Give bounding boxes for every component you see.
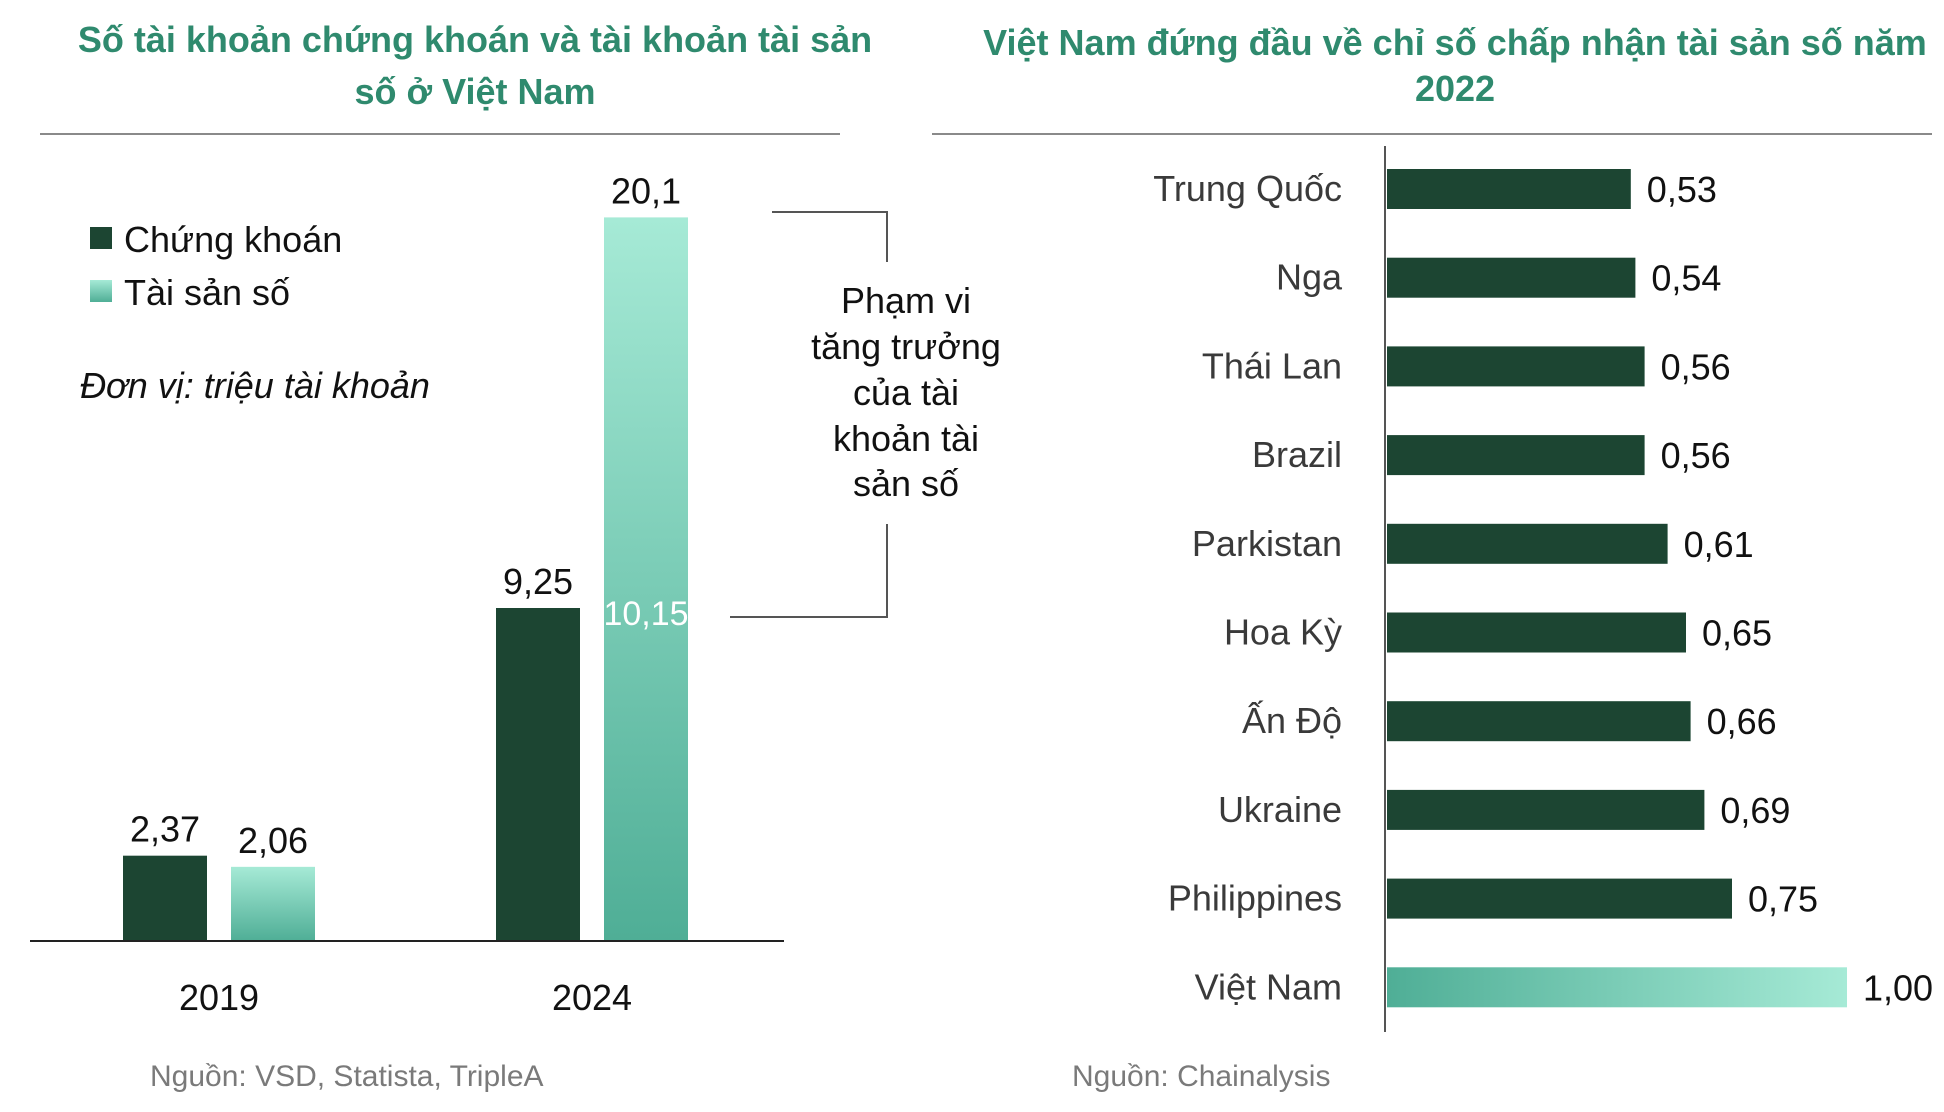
legend-label-tai-san-so: Tài sản số xyxy=(124,272,290,313)
value-label-tai-san-so-2024: 20,1 xyxy=(611,170,681,211)
annotation-line-5: sản số xyxy=(853,463,959,504)
bar-tai-san-so-2024 xyxy=(604,217,688,941)
value-label-chung-khoan-2024: 9,25 xyxy=(503,561,573,602)
bar-chung-khoan-2024 xyxy=(496,608,580,941)
legend-swatch-tai-san-so xyxy=(90,280,112,302)
hbar-value-hoa-ky: 0,65 xyxy=(1702,613,1772,654)
category-label-an-do: Ấn Độ xyxy=(1242,700,1342,741)
right-title-line-2: 2022 xyxy=(1415,68,1495,109)
hbar-value-viet-nam: 1,00 xyxy=(1863,967,1933,1008)
hbar-ukraine xyxy=(1387,789,1705,830)
category-label-brazil: Brazil xyxy=(1252,434,1342,475)
hbar-value-thai-lan: 0,56 xyxy=(1661,346,1731,387)
hbar-viet-nam xyxy=(1387,967,1847,1008)
legend: Chứng khoán Tài sản số xyxy=(90,219,342,313)
hbar-value-parkistan: 0,61 xyxy=(1684,524,1754,565)
category-label-hoa-ky: Hoa Kỳ xyxy=(1224,612,1342,653)
left-title-line-2: số ở Việt Nam xyxy=(354,71,595,112)
hbar-hoa-ky xyxy=(1387,612,1686,653)
legend-swatch-chung-khoan xyxy=(90,227,112,249)
right-title-line-1: Việt Nam đứng đầu về chỉ số chấp nhận tà… xyxy=(983,22,1927,63)
growth-bracket: Phạm vi tăng trưởng của tài khoản tài sả… xyxy=(730,211,1001,618)
unit-label: Đơn vị: triệu tài khoản xyxy=(80,365,430,406)
bar-chung-khoan-2019 xyxy=(123,855,207,941)
left-title-line-1: Số tài khoản chứng khoán và tài khoản tà… xyxy=(78,19,872,60)
bracket-bottom xyxy=(730,524,888,618)
annotation-line-3: của tài xyxy=(853,372,959,413)
annotation-line-1: Phạm vi xyxy=(841,280,971,321)
legend-label-chung-khoan: Chứng khoán xyxy=(124,219,342,260)
value-label-tai-san-so-2019: 2,06 xyxy=(238,820,308,861)
hbar-parkistan xyxy=(1387,523,1668,564)
hbar-philippines xyxy=(1387,878,1732,919)
category-label-nga: Nga xyxy=(1276,257,1343,298)
category-label-viet-nam: Việt Nam xyxy=(1195,966,1342,1007)
x-category-2024: 2024 xyxy=(552,977,632,1018)
annotation-line-4: khoản tài xyxy=(833,418,979,459)
hbar-value-philippines: 0,75 xyxy=(1748,879,1818,920)
bracket-top xyxy=(772,211,888,262)
hbar-value-trung-quoc: 0,53 xyxy=(1647,169,1717,210)
hbar-an-do xyxy=(1387,701,1691,742)
bar-inner-label: 10,15 xyxy=(603,595,688,633)
right-bars: Trung Quốc 0,53 Nga 0,54 Thái Lan 0,56 Brazil 0… xyxy=(1153,168,1933,1008)
annotation-line-2: tăng trưởng xyxy=(811,326,1001,367)
bar-tai-san-so-2019 xyxy=(231,866,315,941)
hbar-value-an-do: 0,66 xyxy=(1707,701,1777,742)
hbar-trung-quoc xyxy=(1387,169,1631,209)
hbar-value-brazil: 0,56 xyxy=(1661,435,1731,476)
category-label-philippines: Philippines xyxy=(1168,878,1342,919)
left-panel: Số tài khoản chứng khoán và tài khoản tà… xyxy=(30,19,1001,1093)
right-source: Nguồn: Chainalysis xyxy=(1072,1060,1330,1093)
category-label-parkistan: Parkistan xyxy=(1192,523,1342,564)
category-label-ukraine: Ukraine xyxy=(1218,789,1342,830)
hbar-value-ukraine: 0,69 xyxy=(1720,790,1790,831)
hbar-nga xyxy=(1387,257,1636,298)
hbar-brazil xyxy=(1387,435,1645,476)
right-panel: Việt Nam đứng đầu về chỉ số chấp nhận tà… xyxy=(932,22,1933,1093)
hbar-thai-lan xyxy=(1387,346,1645,387)
category-label-trung-quoc: Trung Quốc xyxy=(1153,168,1342,209)
x-category-2019: 2019 xyxy=(179,977,259,1018)
category-label-thai-lan: Thái Lan xyxy=(1202,345,1342,386)
value-label-chung-khoan-2019: 2,37 xyxy=(130,809,200,850)
left-bars: 2,37 2,06 9,25 20,1 10,15 xyxy=(123,170,689,941)
left-source: Nguồn: VSD, Statista, TripleA xyxy=(150,1060,544,1093)
hbar-value-nga: 0,54 xyxy=(1651,258,1721,299)
